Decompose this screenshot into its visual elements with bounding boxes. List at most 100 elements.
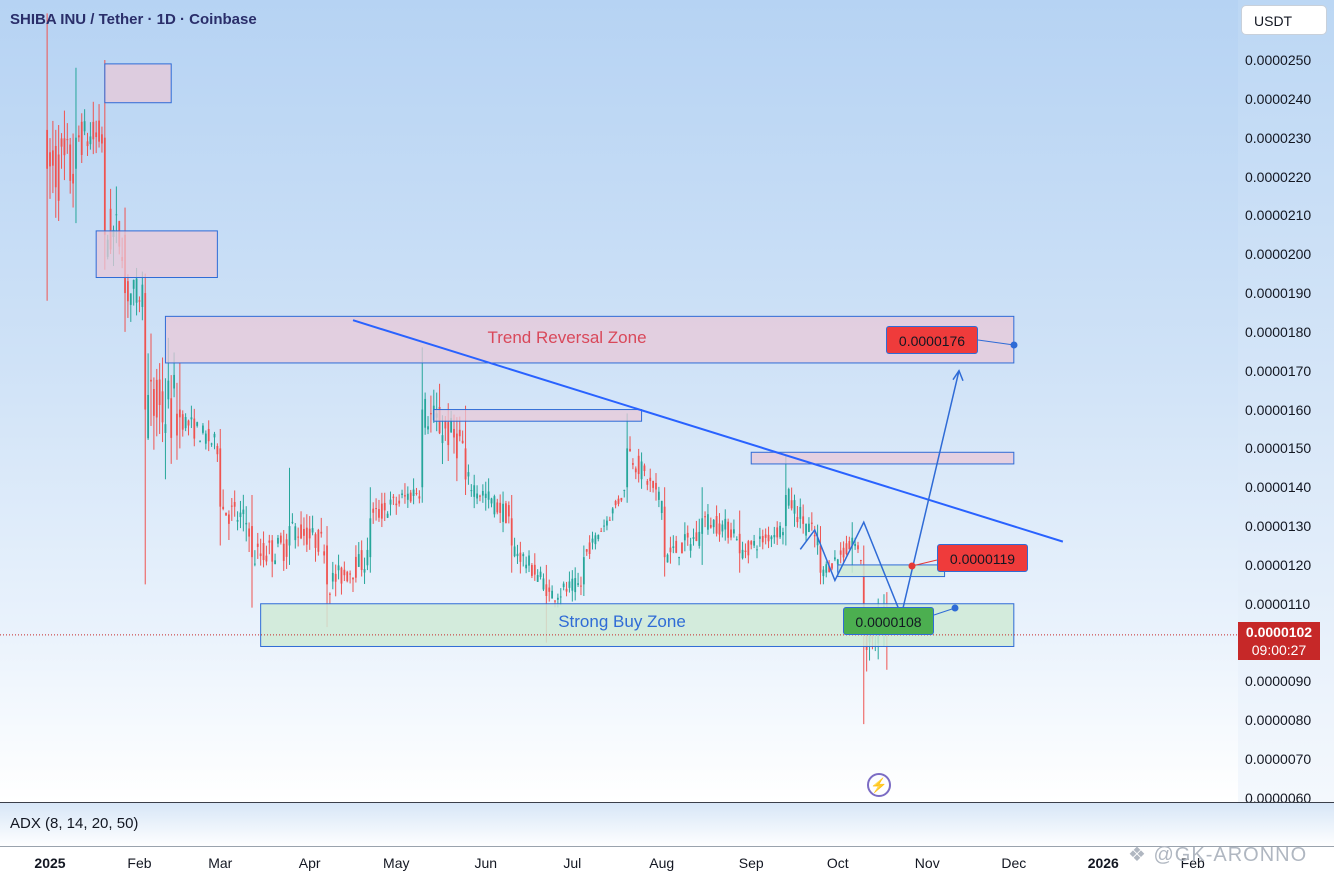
candle-body <box>383 502 386 511</box>
candle-body <box>851 537 854 546</box>
descending-trendline <box>352 319 1064 543</box>
candle-body <box>144 293 147 410</box>
lightning-icon[interactable]: ⚡ <box>867 773 891 797</box>
price-axis[interactable] <box>1238 0 1334 802</box>
price-tick: 0.0000190 <box>1245 285 1312 302</box>
candle-body <box>308 528 311 539</box>
candle-body <box>98 120 100 142</box>
candle-body <box>825 564 828 573</box>
candle-body <box>392 496 395 498</box>
candle-body <box>103 137 106 235</box>
label-anchor <box>908 562 916 570</box>
candle-body <box>101 134 103 144</box>
candle-body <box>164 424 167 433</box>
candle-body <box>346 571 349 582</box>
candle-body <box>155 379 158 418</box>
time-tick: 2026 <box>1087 855 1119 871</box>
chart-pane[interactable]: Trend Reversal Zone Strong Buy Zone 0.00… <box>0 0 1238 802</box>
candle-body <box>652 480 655 488</box>
trend-reversal-zone-label: Trend Reversal Zone <box>487 328 647 347</box>
time-tick: Mar <box>208 855 233 871</box>
candle-body <box>496 502 499 513</box>
indicator-pane[interactable]: ADX (8, 14, 20, 50) <box>0 802 1334 847</box>
candle-body <box>253 563 256 565</box>
candle-body <box>554 600 556 602</box>
candle-body <box>753 540 756 546</box>
candle-body <box>141 284 144 307</box>
label-connector <box>977 339 1015 346</box>
adx-indicator-label[interactable]: ADX (8, 14, 20, 50) <box>10 815 139 832</box>
candle-body <box>181 414 184 430</box>
candle-body <box>793 500 796 514</box>
candle-body <box>582 557 585 585</box>
time-tick: 2025 <box>34 855 66 871</box>
candle-body <box>513 546 516 557</box>
candle-body <box>83 121 86 132</box>
time-tick: Jun <box>474 855 498 871</box>
time-tick: Feb <box>127 855 152 871</box>
candle-body <box>516 553 519 557</box>
candle-body <box>184 417 187 429</box>
candle-body <box>92 121 95 140</box>
candle-body <box>450 417 453 433</box>
candle-body <box>738 533 741 554</box>
candle-body <box>507 505 510 517</box>
candle-body <box>178 409 181 418</box>
time-tick: Feb <box>1180 855 1205 871</box>
candle-body <box>395 503 398 506</box>
candle-body <box>152 388 155 416</box>
price-tick: 0.0000110 <box>1245 595 1311 612</box>
candle-body <box>314 534 317 548</box>
candle-body <box>727 521 730 538</box>
candle-body <box>767 534 770 542</box>
candle-body <box>756 549 758 551</box>
candle-body <box>562 583 565 588</box>
candle-body <box>210 443 213 445</box>
candle-body <box>704 516 706 518</box>
candle-body <box>158 379 161 405</box>
candle-body <box>565 588 568 592</box>
candle-body <box>430 413 432 415</box>
candle-body <box>764 534 767 538</box>
candle-body <box>109 208 112 250</box>
strong-buy-zone-label: Strong Buy Zone <box>558 612 686 631</box>
candle-body <box>337 565 340 571</box>
candle-body <box>839 550 842 555</box>
candle-body <box>256 543 259 547</box>
candle-body <box>857 545 859 550</box>
candle-body <box>620 497 623 501</box>
candle-body <box>784 495 787 527</box>
target-mid-label[interactable]: 0.0000119 <box>937 544 1028 572</box>
entry-label[interactable]: 0.0000108 <box>843 607 934 635</box>
candle-body <box>404 495 406 497</box>
candle-body <box>401 493 403 495</box>
candle-body <box>230 505 233 507</box>
candle-body <box>836 559 839 565</box>
candle-body <box>681 542 683 554</box>
target-high-label[interactable]: 0.0000176 <box>886 326 978 354</box>
currency-selector[interactable]: USDT <box>1241 5 1327 35</box>
candle-body <box>236 519 239 522</box>
candle-body <box>51 150 54 166</box>
time-tick: Sep <box>738 855 764 871</box>
time-axis[interactable]: 2025 Feb Mar Apr May Jun Jul Aug Sep Oct Nov Dec 202… <box>0 846 1334 881</box>
candle-body <box>95 132 98 138</box>
candle-body <box>854 543 857 547</box>
candle-body <box>799 506 802 519</box>
candle-body <box>222 506 225 509</box>
price-tick: 0.0000220 <box>1245 168 1312 185</box>
support-zone <box>837 564 946 578</box>
candle-body <box>531 565 533 576</box>
candle-body <box>161 391 164 423</box>
candle-body <box>406 493 409 500</box>
candle-body <box>196 422 199 426</box>
candle-body <box>787 489 790 506</box>
candle-body <box>709 524 712 528</box>
candle-body <box>294 526 297 541</box>
time-tick: Oct <box>826 855 849 871</box>
candle-body <box>862 564 865 635</box>
candle-body <box>464 448 467 480</box>
candle-body <box>129 293 132 305</box>
last-price-value: 0.0000102 <box>1245 624 1313 640</box>
candle-body <box>692 537 695 539</box>
